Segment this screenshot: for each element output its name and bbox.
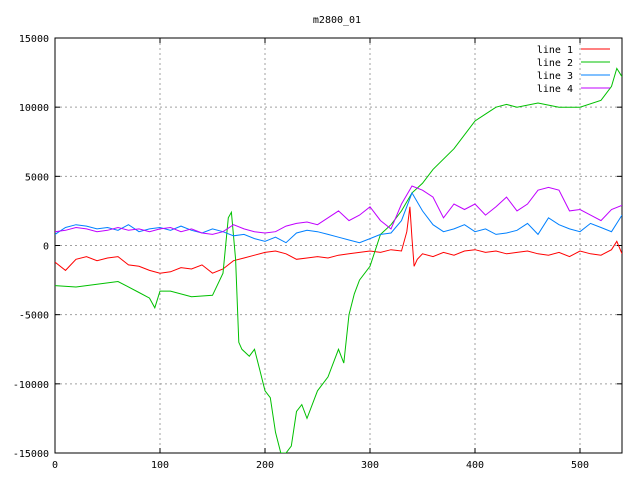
x-tick-label: 300 (361, 460, 379, 471)
legend-label-3: line 3 (537, 71, 573, 82)
axes: 0 100 200 300 400 500 -15000 -10000 -5000 0 5000 10… (13, 34, 623, 471)
y-tick-label: 10000 (19, 103, 49, 114)
y-tick-label: 5000 (25, 172, 49, 183)
series-line-2 (55, 67, 622, 453)
y-tick-label: -15000 (13, 449, 49, 460)
y-tick-label: 0 (43, 242, 49, 253)
x-tick-label: 200 (256, 460, 274, 471)
x-tick-label: 500 (571, 460, 589, 471)
y-tick-label: 15000 (19, 34, 49, 45)
x-tick-label: 400 (466, 460, 484, 471)
x-tick-label: 0 (52, 460, 58, 471)
series-line-3 (55, 191, 622, 244)
series-line-4 (55, 185, 622, 235)
y-tick-label: -5000 (19, 311, 49, 322)
legend-label-1: line 1 (537, 45, 573, 56)
legend-label-4: line 4 (537, 84, 573, 95)
legend-label-2: line 2 (537, 58, 573, 69)
series-line-1 (55, 206, 622, 274)
y-tick-label: -10000 (13, 380, 49, 391)
plot-frame (54, 37, 623, 454)
legend: line 1 line 2 line 3 line 4 (537, 45, 610, 95)
x-tick-label: 100 (151, 460, 169, 471)
series-group (55, 67, 622, 453)
grid (55, 38, 622, 453)
chart-title: m2800_01 (313, 15, 361, 26)
